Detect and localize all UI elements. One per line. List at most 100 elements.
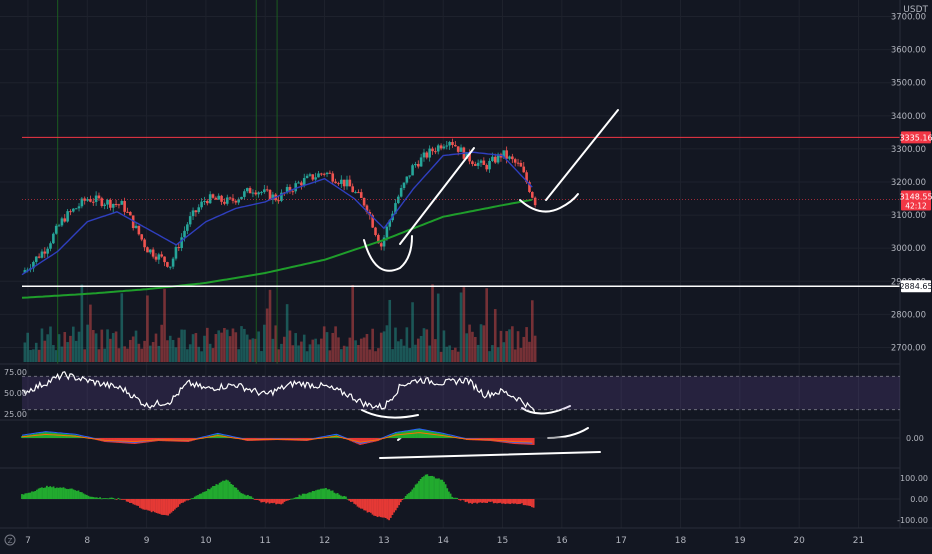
candle[interactable] [74, 207, 78, 210]
candle[interactable] [328, 170, 332, 174]
candle[interactable] [129, 211, 132, 216]
rsi-pane[interactable] [21, 371, 900, 413]
candle[interactable] [277, 195, 280, 204]
candle[interactable] [174, 244, 178, 261]
candle[interactable] [471, 160, 474, 167]
candle[interactable] [146, 246, 149, 253]
candle[interactable] [148, 249, 152, 255]
candle[interactable] [365, 204, 369, 215]
candle[interactable] [126, 207, 129, 214]
candle[interactable] [91, 198, 95, 206]
drawn-curve[interactable] [521, 405, 571, 415]
candle[interactable] [46, 246, 49, 259]
candle[interactable] [359, 188, 363, 199]
candle[interactable] [245, 187, 249, 194]
candle[interactable] [382, 235, 386, 251]
candle[interactable] [234, 200, 238, 205]
macd-signal-line[interactable] [21, 432, 533, 443]
candle[interactable] [52, 232, 55, 245]
timezone-icon[interactable]: Z [4, 534, 16, 546]
candle[interactable] [434, 147, 437, 155]
candle[interactable] [243, 189, 246, 200]
drawn-curve[interactable] [519, 193, 579, 213]
candle[interactable] [94, 191, 98, 206]
candle[interactable] [351, 183, 355, 193]
candle[interactable] [154, 253, 158, 262]
candle[interactable] [151, 247, 155, 259]
candle[interactable] [109, 198, 112, 211]
drawn-curve[interactable] [363, 235, 413, 272]
candle[interactable] [334, 178, 337, 184]
candle[interactable] [337, 181, 340, 186]
candle[interactable] [325, 171, 329, 177]
candle[interactable] [265, 185, 269, 192]
candle[interactable] [49, 241, 52, 252]
candle[interactable] [428, 145, 431, 162]
drawn-trend-line[interactable] [399, 147, 475, 245]
candle[interactable] [123, 197, 126, 216]
candle[interactable] [531, 191, 534, 199]
candle[interactable] [206, 199, 209, 206]
time-axis[interactable]: 7 8 9 10 11 12 13 14 15 16 17 18 19 20 21 [25, 536, 864, 546]
candle[interactable] [197, 204, 201, 214]
candle[interactable] [37, 253, 41, 259]
candle[interactable] [240, 196, 243, 200]
candle[interactable] [354, 190, 357, 194]
candle[interactable] [228, 196, 232, 200]
candle[interactable] [488, 158, 491, 173]
candle[interactable] [322, 172, 326, 177]
candle[interactable] [331, 171, 335, 184]
drawn-curve[interactable] [361, 409, 419, 419]
candle[interactable] [345, 175, 349, 190]
candle[interactable] [63, 214, 67, 223]
candle[interactable] [445, 140, 449, 150]
candle[interactable] [297, 180, 300, 184]
candle[interactable] [143, 238, 146, 251]
candle[interactable] [248, 186, 252, 194]
candle[interactable] [442, 144, 446, 150]
candle[interactable] [339, 175, 343, 188]
candle[interactable] [311, 174, 315, 182]
candle[interactable] [422, 148, 426, 162]
candle[interactable] [519, 160, 523, 167]
candle[interactable] [57, 223, 61, 227]
candle[interactable] [405, 176, 409, 185]
candle[interactable] [223, 198, 226, 206]
candle[interactable] [300, 180, 303, 190]
candle[interactable] [268, 188, 272, 201]
candle[interactable] [485, 163, 488, 172]
candle[interactable] [528, 180, 531, 194]
candle[interactable] [160, 251, 163, 258]
candle[interactable] [114, 199, 118, 208]
candle[interactable] [305, 173, 309, 179]
candle[interactable] [177, 242, 181, 252]
candle[interactable] [425, 151, 429, 160]
candle[interactable] [83, 196, 87, 205]
candle[interactable] [80, 197, 84, 209]
candle[interactable] [32, 260, 35, 272]
candle[interactable] [411, 163, 414, 176]
candle[interactable] [186, 222, 189, 235]
candle[interactable] [194, 210, 198, 217]
candle[interactable] [454, 141, 457, 147]
candle[interactable] [482, 157, 486, 166]
candle[interactable] [291, 189, 295, 196]
candle[interactable] [533, 196, 537, 208]
candle[interactable] [263, 184, 266, 194]
candle[interactable] [97, 192, 101, 201]
candle[interactable] [237, 197, 240, 205]
candle[interactable] [317, 170, 320, 178]
candle[interactable] [408, 175, 412, 179]
candle[interactable] [402, 182, 406, 191]
candle[interactable] [131, 215, 135, 231]
candle[interactable] [251, 189, 255, 198]
candle[interactable] [211, 193, 215, 199]
candle[interactable] [203, 196, 206, 205]
drawn-line[interactable] [379, 451, 601, 459]
candle[interactable] [86, 197, 89, 202]
candle[interactable] [220, 194, 223, 205]
candle[interactable] [516, 158, 520, 167]
candle[interactable] [60, 216, 64, 228]
candle[interactable] [473, 161, 477, 167]
